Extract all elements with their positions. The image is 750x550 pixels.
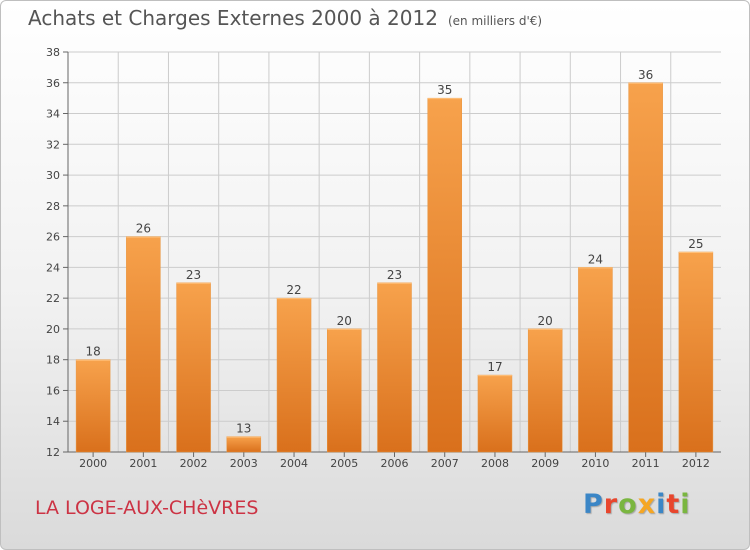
- bar: [176, 282, 211, 453]
- x-tick-label: 2009: [531, 457, 559, 470]
- logo-letter: i: [656, 489, 667, 520]
- bar: [226, 436, 262, 453]
- logo-letter: r: [603, 489, 619, 520]
- bar: [327, 328, 362, 453]
- bar: [276, 297, 312, 453]
- x-tick-label: 2002: [180, 457, 208, 470]
- y-tick-label: 22: [46, 292, 60, 305]
- y-tick-label: 28: [46, 200, 60, 213]
- bar: [678, 251, 714, 453]
- y-tick-label: 30: [46, 169, 60, 182]
- data-label: 24: [588, 252, 603, 266]
- data-label: 20: [538, 314, 553, 328]
- bar: [377, 282, 412, 453]
- commune-name: LA LOGE-AUX-CHèVRES: [35, 497, 259, 519]
- data-label: 13: [236, 422, 251, 436]
- bar: [75, 359, 111, 453]
- bar: [527, 328, 563, 453]
- data-label: 17: [487, 360, 502, 374]
- x-tick-label: 2010: [581, 457, 609, 470]
- data-label: 36: [638, 68, 653, 82]
- x-tick-label: 2012: [682, 457, 710, 470]
- logo-letter: i: [680, 489, 691, 520]
- data-labels: 18 26 23 13 22 20 23 35 17 20 24 36 25: [85, 68, 703, 436]
- x-tick-label: 2007: [431, 457, 459, 470]
- bar: [628, 82, 663, 453]
- y-tick-label: 24: [46, 261, 60, 274]
- x-tick-label: 2003: [230, 457, 258, 470]
- data-label: 22: [286, 283, 301, 297]
- chart-title: Achats et Charges Externes 2000 à 2012 (e…: [28, 6, 542, 30]
- bars: [75, 82, 714, 453]
- data-label: 18: [85, 345, 100, 359]
- y-tick-label: 26: [46, 231, 60, 244]
- x-tick-label: 2005: [330, 457, 358, 470]
- data-label: 26: [136, 222, 151, 236]
- data-label: 23: [387, 268, 402, 282]
- data-label: 35: [437, 83, 452, 97]
- logo-letter: t: [666, 489, 681, 520]
- x-tick-label: 2011: [632, 457, 660, 470]
- y-tick-label: 12: [46, 446, 60, 459]
- data-label: 25: [688, 237, 703, 251]
- bar: [578, 267, 613, 453]
- y-tick-label: 20: [46, 323, 60, 336]
- y-tick-label: 16: [46, 384, 60, 397]
- data-label: 20: [337, 314, 352, 328]
- x-tick-label: 2004: [280, 457, 308, 470]
- chart-subtitle: (en milliers d'€): [447, 14, 543, 28]
- proxiti-logo: Proxiti: [583, 489, 691, 520]
- chart-title-text: Achats et Charges Externes 2000 à 2012: [28, 6, 438, 30]
- y-tick-label: 18: [46, 354, 60, 367]
- logo-letter: P: [583, 489, 604, 520]
- bar: [477, 374, 513, 453]
- logo-letter: o: [618, 489, 638, 520]
- bar: [427, 97, 462, 453]
- y-tick-label: 36: [46, 77, 60, 90]
- y-tick-label: 14: [46, 415, 60, 428]
- y-tick-label: 38: [46, 46, 60, 59]
- y-tick-label: 32: [46, 138, 60, 151]
- data-label: 23: [186, 268, 201, 282]
- logo-letter: x: [637, 489, 657, 520]
- x-tick-label: 2000: [79, 457, 107, 470]
- x-tick-label: 2006: [381, 457, 409, 470]
- x-tick-label: 2008: [481, 457, 509, 470]
- x-tick-label: 2001: [129, 457, 157, 470]
- y-tick-label: 34: [46, 108, 60, 121]
- bar: [126, 236, 161, 453]
